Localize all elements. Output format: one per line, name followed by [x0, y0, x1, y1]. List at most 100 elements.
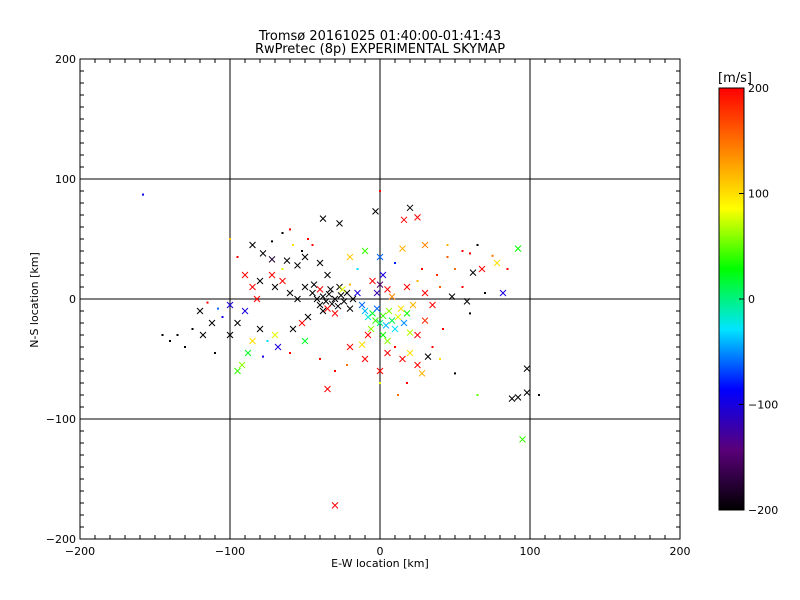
data-point-dot — [206, 301, 209, 304]
data-point-dot — [379, 190, 381, 192]
data-point-cross — [349, 295, 357, 303]
data-point-cross — [424, 353, 432, 360]
data-point-dot — [346, 364, 348, 366]
data-point-cross — [388, 317, 396, 324]
x-tick-label: −200 — [65, 545, 95, 558]
data-point-cross — [346, 253, 354, 261]
data-point-cross — [241, 271, 249, 279]
data-point-cross — [294, 295, 301, 303]
data-point-cross — [301, 337, 309, 345]
data-point-cross — [514, 245, 522, 252]
data-point-cross — [256, 277, 264, 285]
data-point-cross — [514, 394, 522, 401]
data-point-cross — [372, 317, 379, 324]
data-point-cross — [399, 245, 406, 252]
data-point-cross — [367, 325, 375, 333]
data-point-cross — [319, 215, 327, 222]
data-point-cross — [283, 257, 291, 264]
y-tick-label: 200 — [55, 53, 76, 66]
data-point-dot — [416, 280, 419, 282]
y-tick-label: 100 — [55, 173, 76, 186]
data-point-dot — [236, 256, 239, 258]
data-point-cross — [309, 289, 316, 297]
data-point-cross — [379, 312, 387, 320]
data-point-cross — [469, 269, 477, 276]
data-point-cross — [316, 259, 324, 267]
data-point-cross — [414, 331, 421, 339]
data-point-dot — [142, 193, 144, 196]
data-point-cross — [429, 301, 436, 309]
data-point-dot — [439, 286, 441, 288]
data-point-cross — [448, 293, 456, 300]
data-point-cross — [336, 220, 343, 227]
data-point-dot — [307, 238, 309, 240]
data-point-dot — [484, 292, 486, 294]
chart-title: Tromsø 20161025 01:40:00-01:41:43 — [258, 29, 501, 44]
data-point-cross — [331, 310, 339, 317]
data-point-cross — [369, 277, 376, 285]
data-point-cross — [519, 436, 526, 443]
data-point-cross — [238, 361, 246, 369]
data-point-cross — [346, 343, 354, 351]
data-point-cross — [331, 295, 339, 303]
data-point-cross — [421, 317, 429, 324]
data-point-cross — [364, 313, 372, 321]
data-point-cross — [310, 281, 318, 288]
data-point-cross — [199, 331, 207, 339]
data-point-cross — [268, 256, 276, 263]
data-point-cross — [259, 250, 267, 257]
data-point-cross — [339, 286, 346, 293]
data-point-dot — [469, 252, 471, 255]
data-point-dot — [461, 250, 464, 252]
data-point-cross — [379, 331, 387, 339]
data-point-dot — [281, 268, 284, 270]
data-point-cross — [316, 301, 324, 309]
data-point-dot — [454, 268, 456, 270]
data-point-dot — [538, 394, 540, 396]
data-point-cross — [376, 281, 384, 288]
data-point-dot — [442, 328, 444, 330]
data-point-dot — [184, 346, 186, 348]
data-point-cross — [361, 247, 369, 255]
data-point-cross — [373, 305, 381, 312]
data-point-cross — [391, 325, 399, 333]
x-tick-label: −100 — [215, 545, 245, 558]
data-point-cross — [379, 271, 387, 279]
data-point-dot — [406, 382, 408, 384]
data-point-cross — [372, 208, 379, 215]
x-tick-label: 100 — [520, 545, 541, 558]
data-point-dot — [266, 340, 269, 342]
data-point-dot — [334, 370, 336, 372]
data-point-cross — [346, 305, 354, 312]
data-point-cross — [523, 389, 531, 396]
data-point-cross — [301, 283, 309, 291]
data-point-cross — [421, 241, 429, 249]
data-point-cross — [301, 253, 309, 261]
data-point-cross — [256, 325, 264, 333]
data-point-cross — [421, 289, 429, 297]
data-point-cross — [253, 295, 261, 303]
data-point-cross — [406, 329, 414, 336]
data-point-cross — [208, 319, 216, 327]
colorbar-unit-label: [m/s] — [718, 71, 752, 86]
colorbar-tick-label: 100 — [748, 188, 769, 201]
data-point-cross — [249, 337, 256, 345]
data-point-dot — [356, 268, 359, 270]
data-point-cross — [406, 204, 414, 212]
colorbar-tick-label: −100 — [748, 399, 778, 412]
data-point-cross — [337, 292, 345, 299]
data-point-dot — [281, 232, 284, 234]
data-point-dot — [289, 352, 291, 354]
data-point-dot — [229, 238, 231, 240]
colorbar-tick-label: −200 — [748, 504, 778, 517]
data-point-cross — [334, 302, 342, 310]
data-point-cross — [316, 286, 324, 293]
y-tick-label: −100 — [46, 413, 76, 426]
data-point-cross — [340, 298, 348, 305]
data-point-cross — [319, 293, 327, 300]
data-point-cross — [361, 355, 369, 363]
data-point-cross — [373, 289, 381, 297]
data-points — [142, 190, 540, 509]
data-point-cross — [234, 367, 241, 375]
